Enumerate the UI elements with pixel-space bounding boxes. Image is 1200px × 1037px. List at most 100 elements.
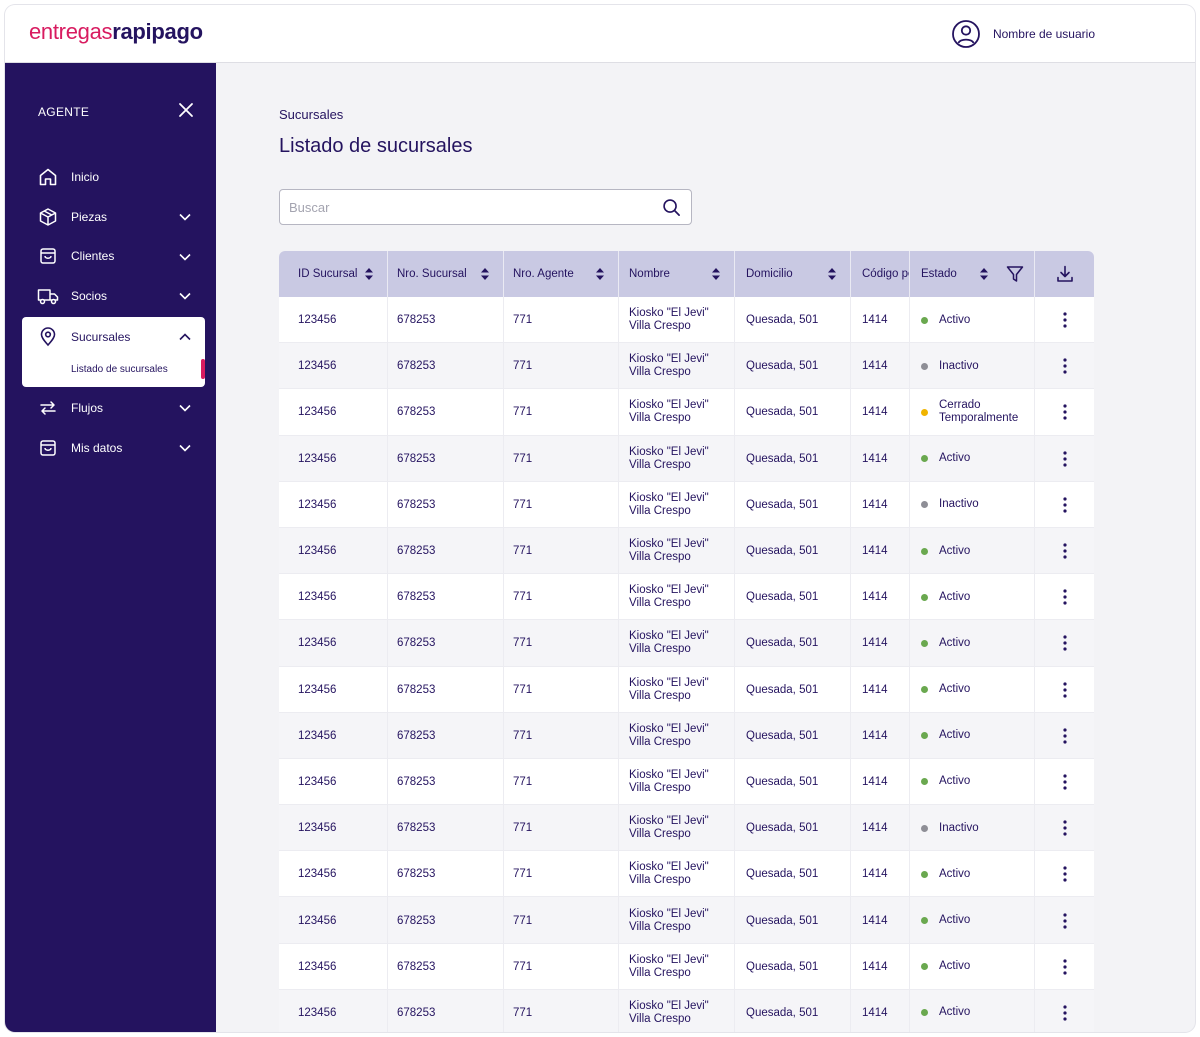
sort-icon[interactable] — [596, 268, 604, 280]
row-actions-button[interactable] — [1035, 297, 1094, 343]
search-icon[interactable] — [662, 198, 681, 217]
row-actions-button[interactable] — [1035, 343, 1094, 389]
kebab-menu-icon — [1062, 451, 1067, 467]
search-box — [279, 189, 692, 225]
column-header-codigo-postal[interactable]: Código postal — [851, 251, 910, 297]
table-row[interactable]: 123456 678253 771 Kiosko "El Jevi" Villa Cre… — [279, 620, 1094, 667]
cell-domicilio: Quesada, 501 — [735, 481, 851, 528]
cell-nombre-line2: Villa Crespo — [629, 597, 691, 610]
cell-nro-agente: 771 — [504, 805, 619, 852]
sort-icon[interactable] — [481, 268, 489, 280]
table-row[interactable]: 123456 678253 771 Kiosko "El Jevi" Villa Cre… — [279, 989, 1094, 1032]
table-row[interactable]: 123456 678253 771 Kiosko "El Jevi" Villa Cre… — [279, 805, 1094, 852]
table-row[interactable]: 123456 678253 771 Kiosko "El Jevi" Villa Cre… — [279, 574, 1094, 621]
table-row[interactable]: 123456 678253 771 Kiosko "El Jevi" Villa Cre… — [279, 666, 1094, 713]
row-actions-button[interactable] — [1035, 667, 1094, 713]
cell-domicilio: Quesada, 501 — [735, 574, 851, 621]
row-actions-button[interactable] — [1035, 851, 1094, 897]
table-row[interactable]: 123456 678253 771 Kiosko "El Jevi" Villa Cre… — [279, 297, 1094, 344]
row-actions-button[interactable] — [1035, 944, 1094, 990]
sidebar-subitem-listado[interactable]: Listado de sucursales — [22, 357, 205, 381]
cell-nro-agente: 771 — [504, 712, 619, 759]
status-dot — [921, 501, 928, 509]
cell-nombre-line2: Villa Crespo — [629, 412, 691, 425]
search-input[interactable] — [280, 190, 640, 224]
row-actions-button[interactable] — [1035, 713, 1094, 759]
sidebar-item-inicio[interactable]: Inicio — [22, 157, 205, 197]
table-row[interactable]: 123456 678253 771 Kiosko "El Jevi" Villa Cre… — [279, 481, 1094, 528]
column-header-nro-agente[interactable]: Nro. Agente — [504, 251, 619, 297]
cell-nro-agente: 771 — [504, 435, 619, 482]
sort-icon[interactable] — [828, 268, 836, 280]
status-label: Cerrado Temporalmente — [939, 399, 1019, 425]
cell-estado: Activo — [910, 527, 1035, 575]
cell-nro-sucursal: 678253 — [388, 897, 504, 944]
cell-nombre-line1: Kiosko "El Jevi" — [629, 722, 709, 735]
user-menu[interactable]: Nombre de usuario — [951, 19, 1095, 49]
row-actions-button[interactable] — [1035, 620, 1094, 666]
sidebar-subitem-label: Listado de sucursales — [71, 363, 168, 375]
cell-nombre: Kiosko "El Jevi" Villa Crespo — [619, 389, 735, 436]
sidebar-item-clientes[interactable]: Clientes — [22, 237, 205, 277]
cell-nombre-line1: Kiosko "El Jevi" — [629, 861, 709, 874]
column-header-estado[interactable]: Estado — [910, 251, 1035, 297]
row-actions-button[interactable] — [1035, 805, 1094, 851]
cell-nro-sucursal: 678253 — [388, 712, 504, 759]
table-row[interactable]: 123456 678253 771 Kiosko "El Jevi" Villa Cre… — [279, 712, 1094, 759]
column-header-id[interactable]: ID Sucursal — [279, 251, 388, 297]
cell-nro-agente: 771 — [504, 943, 619, 990]
cell-nombre-line2: Villa Crespo — [629, 504, 691, 517]
cell-id: 123456 — [279, 343, 388, 390]
row-actions-button[interactable] — [1035, 759, 1094, 805]
sort-icon[interactable] — [712, 268, 720, 280]
table-row[interactable]: 123456 678253 771 Kiosko "El Jevi" Villa Cre… — [279, 943, 1094, 990]
cell-domicilio: Quesada, 501 — [735, 620, 851, 667]
cell-domicilio: Quesada, 501 — [735, 527, 851, 575]
row-actions-button[interactable] — [1035, 897, 1094, 943]
download-icon — [1056, 265, 1073, 282]
table-row[interactable]: 123456 678253 771 Kiosko "El Jevi" Villa Cre… — [279, 343, 1094, 390]
sidebar-item-sucursales-toggle[interactable]: Sucursales — [22, 317, 205, 357]
sort-icon[interactable] — [365, 268, 373, 280]
row-actions-button[interactable] — [1035, 389, 1094, 435]
row-actions-button[interactable] — [1035, 436, 1094, 482]
sidebar-item-flujos[interactable]: Flujos — [22, 388, 205, 428]
table-row[interactable]: 123456 678253 771 Kiosko "El Jevi" Villa Cre… — [279, 851, 1094, 898]
column-header-nro-sucursal[interactable]: Nro. Sucursal — [388, 251, 504, 297]
chevron-down-icon — [179, 444, 191, 452]
column-header-nombre[interactable]: Nombre — [619, 251, 735, 297]
download-button[interactable] — [1035, 251, 1094, 297]
column-header-domicilio[interactable]: Domicilio — [735, 251, 851, 297]
sidebar-item-mis-datos[interactable]: Mis datos — [22, 428, 205, 468]
table-row[interactable]: 123456 678253 771 Kiosko "El Jevi" Villa Cre… — [279, 527, 1094, 575]
kebab-menu-icon — [1062, 358, 1067, 374]
cell-estado: Activo — [910, 989, 1035, 1032]
row-actions-button[interactable] — [1035, 990, 1094, 1032]
cell-nombre-line2: Villa Crespo — [629, 874, 691, 887]
cell-nro-agente: 771 — [504, 666, 619, 713]
table-row[interactable]: 123456 678253 771 Kiosko "El Jevi" Villa Cre… — [279, 389, 1094, 436]
row-actions-button[interactable] — [1035, 574, 1094, 620]
breadcrumb[interactable]: Sucursales — [279, 107, 344, 122]
logo[interactable]: entregasrapipago — [29, 19, 203, 45]
table-row[interactable]: 123456 678253 771 Kiosko "El Jevi" Villa Cre… — [279, 897, 1094, 944]
sort-icon[interactable] — [980, 268, 988, 280]
cell-codigo-postal: 1414 — [851, 389, 910, 436]
cell-estado: Inactivo — [910, 343, 1035, 390]
cell-codigo-postal: 1414 — [851, 897, 910, 944]
cell-nombre: Kiosko "El Jevi" Villa Crespo — [619, 805, 735, 852]
cell-nro-sucursal: 678253 — [388, 481, 504, 528]
sidebar-item-piezas[interactable]: Piezas — [22, 197, 205, 237]
status-dot — [921, 824, 928, 832]
kebab-menu-icon — [1062, 543, 1067, 559]
cell-nro-agente: 771 — [504, 989, 619, 1032]
table-row[interactable]: 123456 678253 771 Kiosko "El Jevi" Villa Cre… — [279, 758, 1094, 806]
filter-icon[interactable] — [1006, 265, 1024, 283]
close-icon[interactable] — [177, 101, 195, 119]
cell-nro-agente: 771 — [504, 297, 619, 344]
cell-id: 123456 — [279, 435, 388, 482]
row-actions-button[interactable] — [1035, 528, 1094, 574]
row-actions-button[interactable] — [1035, 482, 1094, 528]
sidebar-item-socios[interactable]: Socios — [22, 276, 205, 316]
table-row[interactable]: 123456 678253 771 Kiosko "El Jevi" Villa Cre… — [279, 435, 1094, 482]
